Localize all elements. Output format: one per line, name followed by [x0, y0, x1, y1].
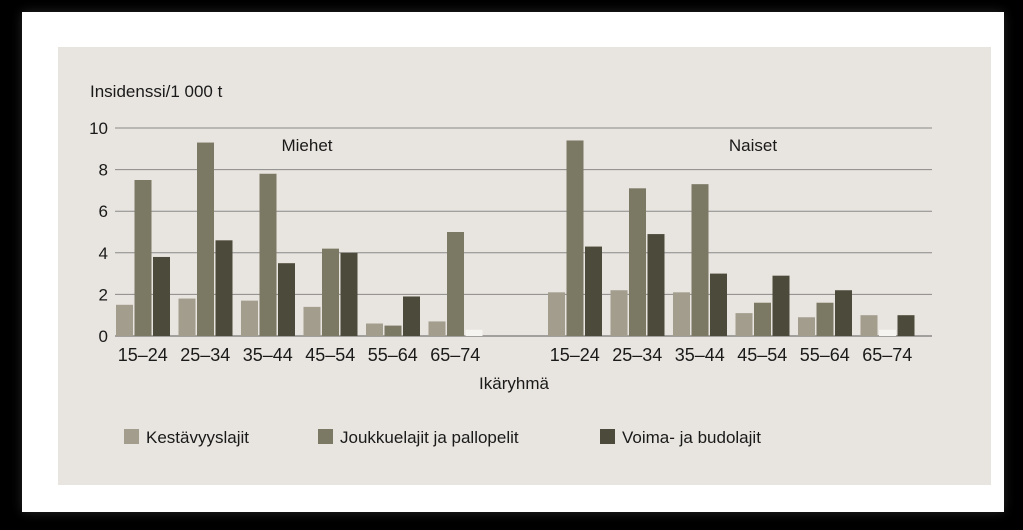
bar [710, 273, 727, 336]
bar [835, 290, 852, 336]
y-tick-label: 8 [99, 161, 108, 180]
bar [897, 315, 915, 336]
x-tick-label: 65–74 [862, 345, 912, 365]
bar [384, 325, 402, 336]
x-tick-label: 45–54 [737, 345, 787, 365]
bar [403, 296, 420, 336]
bar [134, 180, 152, 336]
bar [629, 188, 646, 336]
bar [428, 321, 446, 336]
bar [178, 298, 196, 336]
bar [879, 329, 896, 336]
bar [303, 306, 321, 336]
x-tick-label: 35–44 [675, 345, 725, 365]
bar [340, 252, 358, 336]
legend-swatch [318, 429, 333, 444]
bar [647, 234, 665, 336]
legend-swatch [124, 429, 139, 444]
bar [278, 263, 295, 336]
x-tick-label: 25–34 [612, 345, 662, 365]
bars [116, 140, 915, 336]
bar [566, 140, 584, 336]
bar [585, 246, 602, 336]
bar [548, 292, 565, 336]
bar [447, 232, 464, 336]
x-tick-label: 45–54 [305, 345, 355, 365]
legend-label: Voima- ja budolajit [622, 428, 761, 447]
x-tick-label: 55–64 [368, 345, 418, 365]
bar [691, 184, 709, 336]
legend-label: Joukkuelajit ja pallopelit [340, 428, 519, 447]
bar [241, 300, 258, 336]
bar [153, 256, 170, 336]
bar [610, 290, 628, 336]
y-tick-labels: 0 2 4 6 8 10 [89, 119, 108, 346]
group-labels: Miehet Naiset [281, 136, 777, 155]
x-tick-label: 65–74 [430, 345, 480, 365]
bar [322, 248, 339, 336]
bar [259, 173, 277, 336]
group-label: Naiset [729, 136, 777, 155]
bar [735, 313, 753, 336]
bar [816, 302, 834, 336]
y-tick-label: 0 [99, 327, 108, 346]
y-tick-label: 6 [99, 202, 108, 221]
y-axis-label: Insidenssi/1 000 t [90, 82, 223, 101]
legend-label: Kestävyyslajit [146, 428, 249, 447]
bar [197, 142, 214, 336]
bar [860, 315, 878, 336]
y-tick-label: 4 [99, 244, 108, 263]
legend-swatch [600, 429, 615, 444]
bar [116, 304, 133, 336]
x-tick-label: 25–34 [180, 345, 230, 365]
bar [754, 302, 771, 336]
x-tick-label: 35–44 [243, 345, 293, 365]
x-tick-label: 15–24 [550, 345, 600, 365]
bar [673, 292, 690, 336]
x-tick-labels: 15–24 25–34 35–44 45–54 55–64 65–74 15–24 25–34… [118, 345, 913, 365]
legend: Kestävyyslajit Joukkuelajit ja pallopelit… [124, 428, 761, 447]
bar [215, 240, 233, 336]
y-tick-label: 2 [99, 285, 108, 304]
group-label: Miehet [281, 136, 332, 155]
bar [798, 317, 815, 336]
x-tick-label: 15–24 [118, 345, 168, 365]
y-tick-label: 10 [89, 119, 108, 138]
bar [366, 323, 383, 336]
x-axis-label: Ikäryhmä [479, 374, 549, 393]
bar [465, 329, 483, 336]
bar [772, 275, 790, 336]
x-tick-label: 55–64 [800, 345, 850, 365]
